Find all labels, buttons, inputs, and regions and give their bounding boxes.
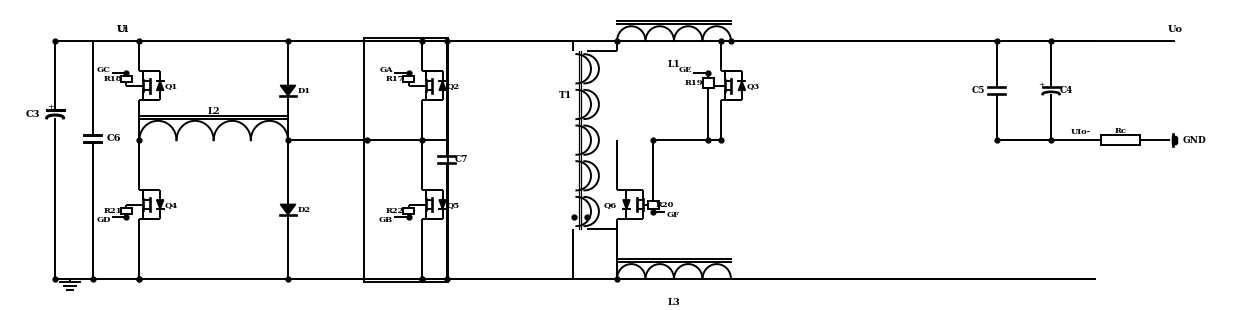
- Text: Q2: Q2: [446, 82, 460, 90]
- Text: Q6: Q6: [604, 201, 616, 209]
- Polygon shape: [156, 81, 164, 91]
- Text: Ui: Ui: [117, 24, 129, 34]
- Text: Q4: Q4: [165, 201, 177, 209]
- Text: GE: GE: [678, 66, 692, 74]
- Text: C6: C6: [107, 134, 120, 143]
- Bar: [122, 208, 131, 214]
- Text: +: +: [1038, 81, 1045, 89]
- Polygon shape: [439, 81, 446, 91]
- Text: C4: C4: [1059, 86, 1073, 95]
- Polygon shape: [738, 81, 745, 91]
- Text: R21: R21: [103, 207, 122, 215]
- Text: GND: GND: [1183, 136, 1207, 145]
- Bar: [647, 201, 658, 209]
- Polygon shape: [439, 200, 446, 209]
- Text: D2: D2: [298, 206, 310, 214]
- Text: D1: D1: [298, 86, 310, 95]
- Text: T1: T1: [559, 91, 572, 100]
- Text: R20: R20: [656, 201, 675, 209]
- Polygon shape: [280, 204, 295, 215]
- Text: Rc: Rc: [1115, 127, 1126, 135]
- Text: GD: GD: [97, 216, 110, 224]
- Text: GF: GF: [667, 211, 680, 219]
- Text: Q5: Q5: [446, 201, 460, 209]
- Text: UIo-: UIo-: [1070, 128, 1091, 136]
- Bar: [365, 38, 448, 282]
- Text: R19: R19: [684, 79, 703, 87]
- Text: GC: GC: [97, 66, 110, 74]
- Bar: [403, 76, 414, 82]
- Polygon shape: [280, 85, 295, 96]
- Polygon shape: [622, 200, 630, 209]
- Text: R18: R18: [103, 75, 122, 83]
- Text: GA: GA: [379, 66, 393, 74]
- Text: Q3: Q3: [746, 82, 759, 90]
- Text: Ui: Ui: [117, 24, 129, 34]
- Text: L3: L3: [667, 298, 681, 307]
- Text: R17: R17: [386, 75, 404, 83]
- Text: +: +: [47, 103, 55, 111]
- Bar: [122, 76, 131, 82]
- Text: C7: C7: [455, 155, 469, 165]
- Text: Uo: Uo: [1168, 24, 1183, 34]
- Text: GB: GB: [379, 216, 393, 224]
- Bar: [403, 208, 414, 214]
- Text: C5: C5: [972, 86, 986, 95]
- Bar: [703, 78, 714, 88]
- Text: Q1: Q1: [165, 82, 177, 90]
- Polygon shape: [156, 200, 164, 209]
- Bar: [1101, 135, 1141, 145]
- Text: L2: L2: [207, 107, 219, 116]
- Text: L1: L1: [667, 60, 681, 69]
- Text: C3: C3: [26, 110, 41, 119]
- Text: R22: R22: [386, 207, 404, 215]
